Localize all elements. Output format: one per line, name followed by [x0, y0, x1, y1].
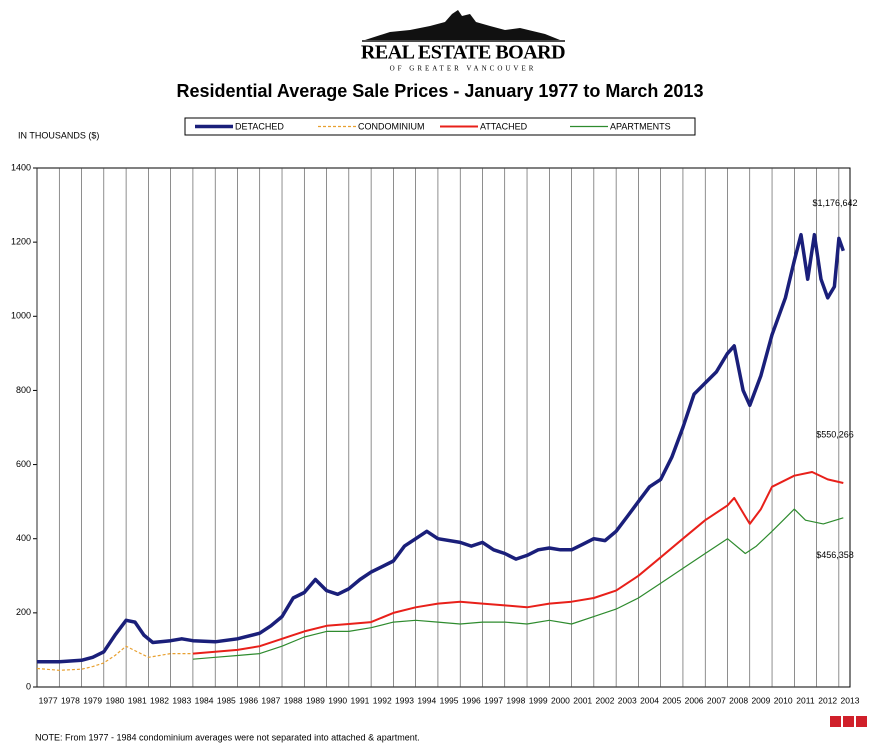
x-tick-label: 2012: [818, 695, 837, 705]
series-line: [36, 645, 193, 671]
x-tick-label: 2005: [662, 695, 681, 705]
x-tick-label: 1991: [351, 695, 370, 705]
x-tick-label: 2013: [841, 695, 860, 705]
series-line: [192, 471, 844, 655]
x-tick-label: 1984: [195, 695, 214, 705]
plot-frame: [36, 167, 851, 688]
x-tick-label: 1978: [61, 695, 80, 705]
x-tick-label: 1990: [328, 695, 347, 705]
y-tick-label: 0: [26, 681, 31, 691]
x-tick-label: 1995: [440, 695, 459, 705]
x-tick-label: 1981: [128, 695, 147, 705]
x-tick-label: 2002: [596, 695, 615, 705]
series-line: [192, 508, 844, 660]
x-tick-label: 1996: [462, 695, 481, 705]
x-tick-label: 2006: [685, 695, 704, 705]
y-tick-label: 200: [16, 607, 31, 617]
note: NOTE: From 1977 - 1984 condominium avera…: [35, 732, 420, 742]
x-tick-label: 2003: [618, 695, 637, 705]
x-tick-label: 2001: [573, 695, 592, 705]
x-tick-label: 1980: [105, 695, 124, 705]
x-tick-label: 2011: [796, 695, 815, 705]
x-tick-label: 2004: [640, 695, 659, 705]
x-tick-label: 1988: [284, 695, 303, 705]
x-tick-label: 1979: [83, 695, 102, 705]
x-tick-label: 1994: [417, 695, 436, 705]
legend-label: DETACHED: [235, 121, 284, 131]
x-tick-label: 1989: [306, 695, 325, 705]
x-tick-label: 1982: [150, 695, 169, 705]
x-tick-label: 1993: [395, 695, 414, 705]
y-tick-label: 1400: [11, 162, 31, 172]
x-tick-label: 2009: [751, 695, 770, 705]
x-tick-label: 1998: [506, 695, 525, 705]
value-label: $1,176,642: [812, 198, 857, 208]
x-tick-label: 1992: [373, 695, 392, 705]
subbrand: OF GREATER VANCOUVER: [390, 65, 537, 73]
x-tick-label: 2000: [551, 695, 570, 705]
value-label: $550,266: [816, 429, 854, 439]
legend-label: CONDOMINIUM: [358, 121, 425, 131]
x-tick-label: 2007: [707, 695, 726, 705]
legend-label: ATTACHED: [480, 121, 528, 131]
y-tick-label: 1000: [11, 311, 31, 321]
chart-title: Residential Average Sale Prices - Januar…: [177, 81, 704, 101]
x-tick-label: 1986: [239, 695, 258, 705]
series-line: [37, 232, 845, 664]
x-tick-label: 2010: [774, 695, 793, 705]
x-tick-label: 1985: [217, 695, 236, 705]
legend-label: APARTMENTS: [610, 121, 671, 131]
x-tick-label: 2008: [729, 695, 748, 705]
logo: [362, 10, 565, 42]
mls-logo: [830, 716, 867, 727]
x-tick-label: 1997: [484, 695, 503, 705]
value-label: $456,358: [816, 550, 854, 560]
x-tick-label: 1977: [39, 695, 58, 705]
x-tick-label: 1987: [261, 695, 280, 705]
brand: REAL ESTATE BOARD: [361, 42, 565, 64]
x-tick-label: 1983: [172, 695, 191, 705]
y-tick-label: 800: [16, 385, 31, 395]
y-tick-label: 600: [16, 459, 31, 469]
x-tick-label: 1999: [529, 695, 548, 705]
y-tick-label: 400: [16, 533, 31, 543]
y-tick-label: 1200: [11, 237, 31, 247]
y-axis-label: IN THOUSANDS ($): [18, 130, 99, 140]
